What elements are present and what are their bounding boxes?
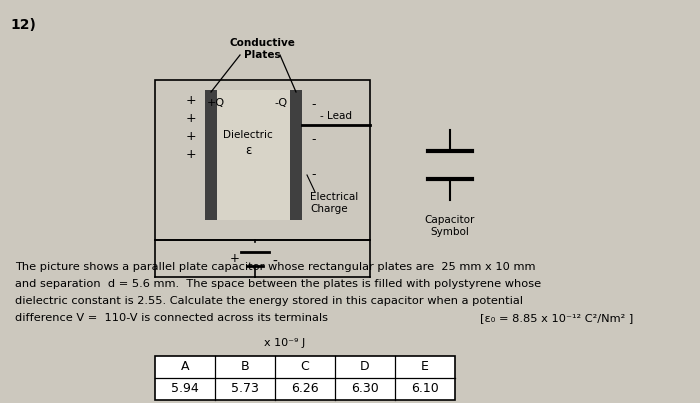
Text: difference V =  110-V is connected across its terminals: difference V = 110-V is connected across… <box>15 313 328 323</box>
Text: 5.94: 5.94 <box>171 382 199 395</box>
Text: Dielectric: Dielectric <box>223 130 273 140</box>
Text: Capacitor
Symbol: Capacitor Symbol <box>425 215 475 237</box>
Text: B: B <box>241 361 249 374</box>
Text: 6.30: 6.30 <box>351 382 379 395</box>
Text: D: D <box>360 361 370 374</box>
Text: -: - <box>312 133 316 147</box>
Bar <box>155 356 455 400</box>
Text: The picture shows a parallel plate capacitor whose rectangular plates are  25 mm: The picture shows a parallel plate capac… <box>15 262 536 272</box>
Text: +Q: +Q <box>207 98 225 108</box>
Text: [ε₀ = 8.85 x 10⁻¹² C²/Nm² ]: [ε₀ = 8.85 x 10⁻¹² C²/Nm² ] <box>480 313 634 323</box>
Text: +: + <box>186 129 196 143</box>
Text: -Q: -Q <box>275 98 288 108</box>
Text: +: + <box>186 112 196 125</box>
Text: Conductive
Plates: Conductive Plates <box>229 38 295 60</box>
Text: C: C <box>300 361 309 374</box>
Bar <box>205 90 217 220</box>
Text: +: + <box>230 253 240 266</box>
Bar <box>290 90 302 220</box>
Text: 6.10: 6.10 <box>411 382 439 395</box>
Text: and separation  d = 5.6 mm.  The space between the plates is filled with polysty: and separation d = 5.6 mm. The space bet… <box>15 279 541 289</box>
Text: ε: ε <box>245 143 251 156</box>
Text: 5.73: 5.73 <box>231 382 259 395</box>
Text: - Lead: - Lead <box>320 111 352 121</box>
Text: x 10⁻⁹ J: x 10⁻⁹ J <box>265 338 306 348</box>
Text: Electrical
Charge: Electrical Charge <box>310 192 358 214</box>
Text: 6.26: 6.26 <box>291 382 318 395</box>
Text: E: E <box>421 361 429 374</box>
Text: -: - <box>312 98 316 112</box>
Text: -: - <box>272 255 277 269</box>
Text: 12): 12) <box>10 18 36 32</box>
Text: dielectric constant is 2.55. Calculate the energy stored in this capacitor when : dielectric constant is 2.55. Calculate t… <box>15 296 523 306</box>
Bar <box>155 80 370 240</box>
Text: +: + <box>186 147 196 160</box>
Text: +: + <box>186 93 196 106</box>
Text: -: - <box>312 168 316 181</box>
Bar <box>217 90 290 220</box>
Text: A: A <box>181 361 189 374</box>
